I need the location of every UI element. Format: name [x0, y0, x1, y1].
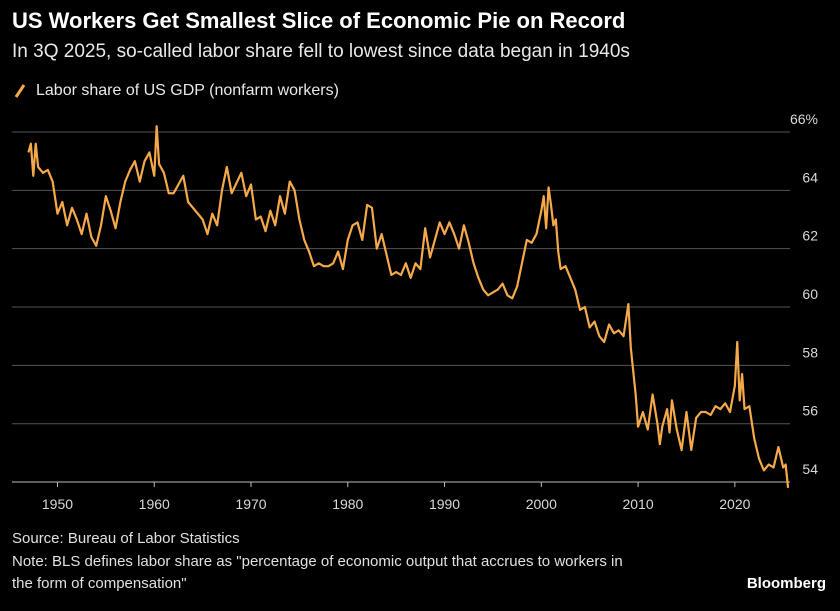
note: the form of compensation"	[12, 575, 187, 592]
x-tick-label: 2010	[622, 496, 653, 512]
x-tick-label: 1980	[332, 496, 363, 512]
note: Note: BLS defines labor share as "percen…	[12, 553, 623, 570]
x-tick-label: 1960	[139, 496, 170, 512]
y-tick-label: 56	[802, 403, 818, 419]
x-tick-label: 2020	[719, 496, 750, 512]
source: Source: Bureau of Labor Statistics	[12, 530, 240, 547]
x-tick-label: 2000	[526, 496, 557, 512]
x-tick-label: 1990	[429, 496, 460, 512]
legend-label: Labor share of US GDP (nonfarm workers)	[36, 82, 339, 99]
x-tick-label: 1950	[42, 496, 73, 512]
legend-swatch	[14, 84, 26, 98]
y-tick-label: 60	[802, 286, 818, 302]
y-tick-label: 64	[802, 169, 818, 185]
chart-title: US Workers Get Smallest Slice of Economi…	[12, 8, 625, 33]
x-tick-label: 1970	[235, 496, 266, 512]
chart-subtitle: In 3Q 2025, so-called labor share fell t…	[12, 41, 630, 62]
y-tick-label: 66%	[790, 111, 818, 127]
data-line	[27, 125, 790, 488]
y-tick-label: 54	[802, 461, 818, 477]
y-tick-label: 58	[802, 344, 818, 360]
brand: Bloomberg	[747, 575, 826, 592]
y-tick-label: 62	[802, 228, 818, 244]
